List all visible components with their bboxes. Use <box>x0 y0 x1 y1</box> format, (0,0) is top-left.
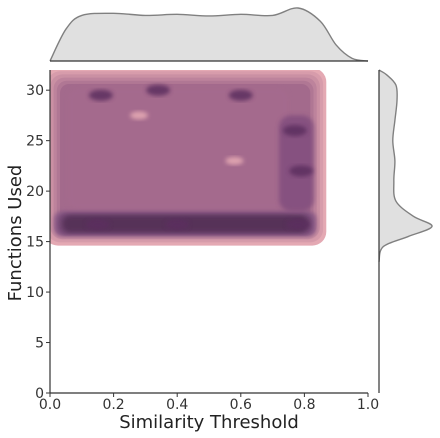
y-tick-label: 5 <box>35 336 44 352</box>
y-tick-label: 0 <box>35 386 44 402</box>
y-tick-label: 30 <box>26 83 44 99</box>
density-low-spot <box>130 111 149 120</box>
right-marginal-density <box>378 69 433 262</box>
y-tick-label: 20 <box>26 184 44 200</box>
density-hot-spot <box>88 89 113 101</box>
y-tick-label: 15 <box>26 235 44 251</box>
x-tick-label: 0.6 <box>230 397 252 413</box>
x-tick-label: 1.0 <box>357 397 379 413</box>
axes: 0.0 0.2 0.4 0.6 0.8 1.0 0 5 10 15 20 25 30 <box>26 60 380 413</box>
density-hot-spot <box>85 218 110 230</box>
right-marginal-fill <box>379 70 433 262</box>
density-interior <box>68 88 289 210</box>
density-hot-spot <box>282 125 307 137</box>
density-hot-spot <box>146 84 171 96</box>
density-contours <box>50 70 327 246</box>
top-marginal-line <box>49 7 369 62</box>
density-hot-spot <box>228 89 253 101</box>
top-marginal-fill <box>50 7 368 61</box>
x-tick-label: 0.2 <box>102 397 124 413</box>
density-right-column <box>278 115 314 212</box>
x-tick-label: 0.4 <box>166 397 188 413</box>
x-tick-label: 0.8 <box>293 397 315 413</box>
x-axis-label: Similarity Threshold <box>119 412 299 433</box>
density-low-spot <box>225 156 244 165</box>
x-ticks: 0.0 0.2 0.4 0.6 0.8 1.0 <box>39 393 379 413</box>
x-tick-label: 0.0 <box>39 397 61 413</box>
density-hot-spot <box>165 218 190 230</box>
main-density-plot <box>50 70 327 246</box>
y-ticks: 0 5 10 15 20 25 30 <box>26 83 50 402</box>
density-hot-spot <box>289 165 314 177</box>
y-tick-label: 25 <box>26 134 44 150</box>
density-hot-spot <box>286 218 311 230</box>
y-axis-label: Functions Used <box>5 165 26 302</box>
right-marginal-line <box>378 69 433 262</box>
top-marginal-density <box>49 7 369 62</box>
y-tick-label: 10 <box>26 285 44 301</box>
